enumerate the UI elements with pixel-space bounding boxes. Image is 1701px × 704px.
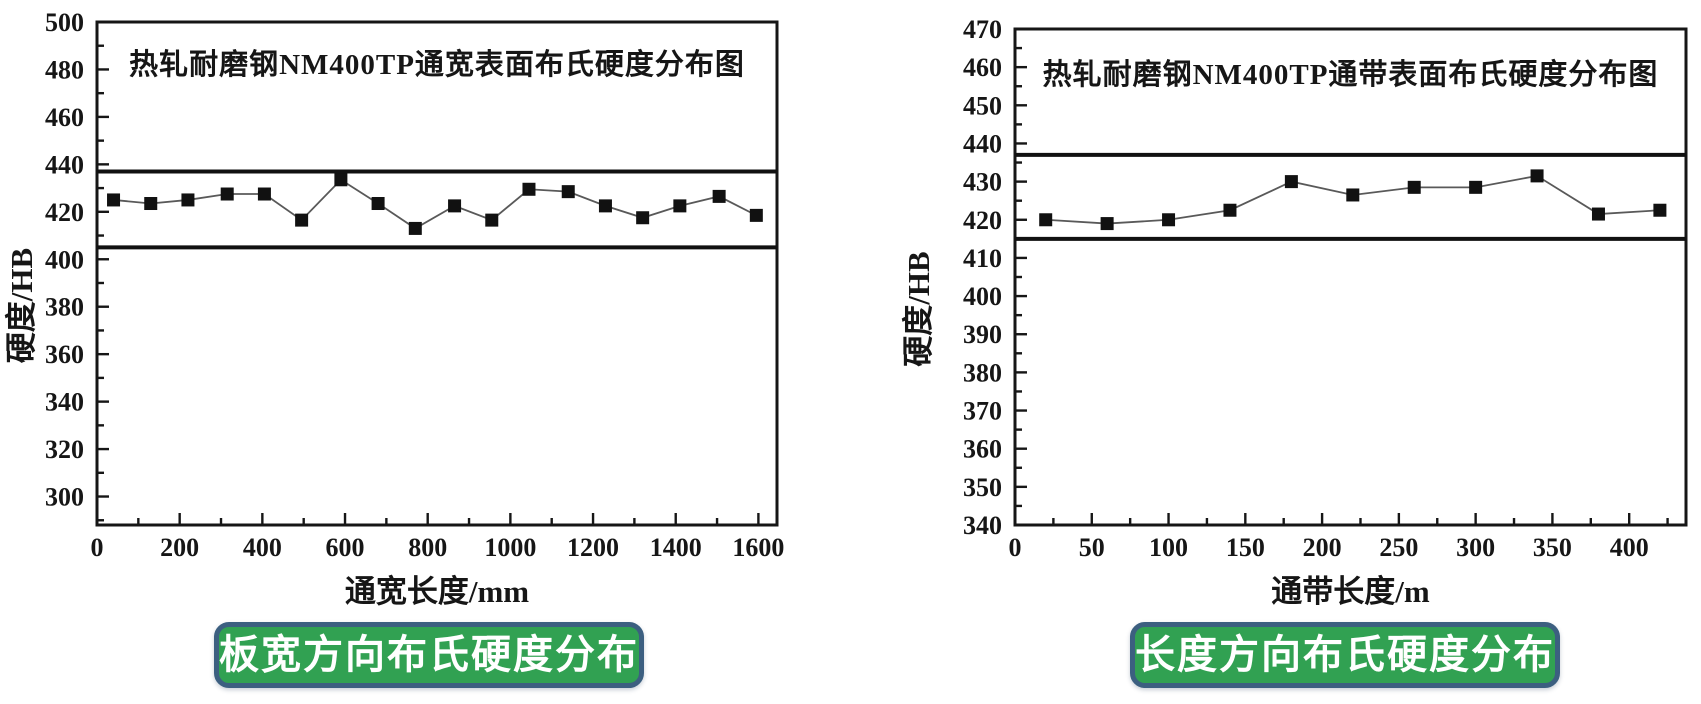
y-tick-label: 400 xyxy=(963,282,1002,311)
caption-badge-length-direction: 长度方向布氏硬度分布 xyxy=(1130,622,1560,688)
y-tick-label: 420 xyxy=(963,206,1002,235)
x-tick-label: 600 xyxy=(326,533,365,562)
data-point-marker xyxy=(448,199,462,213)
y-tick-label: 470 xyxy=(963,15,1002,44)
x-tick-label: 1400 xyxy=(650,533,702,562)
x-tick-label: 300 xyxy=(1456,533,1495,562)
y-axis-title: 硬度/HB xyxy=(4,248,39,363)
plot-border xyxy=(1013,27,1688,527)
data-point-marker xyxy=(371,197,385,211)
data-point-marker xyxy=(636,211,650,225)
data-point-marker xyxy=(1100,217,1114,231)
data-point-marker xyxy=(1223,203,1237,217)
y-tick-label: 340 xyxy=(45,388,84,417)
y-tick-label: 450 xyxy=(963,91,1002,120)
data-point-marker xyxy=(408,221,422,235)
y-tick-label: 340 xyxy=(963,511,1002,540)
data-point-marker xyxy=(1407,180,1421,194)
y-tick-label: 440 xyxy=(963,129,1002,158)
x-tick-label: 0 xyxy=(1009,533,1022,562)
y-tick-label: 460 xyxy=(963,53,1002,82)
y-tick-label: 380 xyxy=(45,293,84,322)
y-tick-label: 500 xyxy=(45,8,84,37)
y-tick-label: 380 xyxy=(963,358,1002,387)
data-point-marker xyxy=(485,213,499,227)
data-point-marker xyxy=(1039,213,1053,227)
y-tick-label: 430 xyxy=(963,168,1002,197)
data-point-marker xyxy=(1162,213,1176,227)
data-point-marker xyxy=(522,182,536,196)
data-point-marker xyxy=(1653,203,1667,217)
y-axis-title: 硬度/HB xyxy=(901,251,936,366)
data-point-marker xyxy=(1284,175,1298,189)
data-point-marker xyxy=(257,187,271,201)
y-tick-label: 370 xyxy=(963,397,1002,426)
x-tick-label: 800 xyxy=(408,533,447,562)
caption-badge-width-direction: 板宽方向布氏硬度分布 xyxy=(214,622,644,688)
data-point-marker xyxy=(673,199,687,213)
data-point-marker xyxy=(1469,180,1483,194)
x-tick-label: 200 xyxy=(160,533,199,562)
x-tick-label: 400 xyxy=(1610,533,1649,562)
y-tick-label: 300 xyxy=(45,483,84,512)
data-point-marker xyxy=(1591,207,1605,221)
data-point-marker xyxy=(144,197,158,211)
y-tick-label: 390 xyxy=(963,320,1002,349)
caption-badge-width-label: 板宽方向布氏硬度分布 xyxy=(219,633,639,677)
y-tick-label: 480 xyxy=(45,55,84,84)
y-tick-label: 400 xyxy=(45,245,84,274)
data-point-marker xyxy=(749,208,763,222)
x-tick-label: 1000 xyxy=(484,533,536,562)
x-tick-label: 1600 xyxy=(732,533,784,562)
chart-title: 热轧耐磨钢NM400TP通带表面布氏硬度分布图 xyxy=(1043,58,1659,91)
hardness-length-chart: 340 350 360 370 380 390 400 410 420 430 440 450 460 4… xyxy=(901,15,1688,609)
x-tick-label: 1200 xyxy=(567,533,619,562)
x-axis-title: 通宽长度/mm xyxy=(345,574,529,609)
y-tick-label: 460 xyxy=(45,103,84,132)
x-tick-label: 0 xyxy=(91,533,104,562)
data-point-marker xyxy=(1530,169,1544,183)
y-tick-label: 350 xyxy=(963,473,1002,502)
x-tick-label: 100 xyxy=(1149,533,1188,562)
data-point-marker xyxy=(107,193,121,207)
y-tick-label: 440 xyxy=(45,150,84,179)
data-point-marker xyxy=(295,213,309,227)
x-tick-label: 250 xyxy=(1379,533,1418,562)
x-tick-label: 50 xyxy=(1079,533,1105,562)
y-tick-label: 320 xyxy=(45,435,84,464)
data-point-marker xyxy=(712,189,726,203)
x-tick-label: 350 xyxy=(1533,533,1572,562)
y-tick-label: 410 xyxy=(963,244,1002,273)
y-tick-label: 420 xyxy=(45,198,84,227)
data-point-marker xyxy=(561,185,575,199)
hardness-series-line xyxy=(113,178,757,230)
data-point-marker xyxy=(1346,188,1360,202)
data-point-marker xyxy=(181,193,195,207)
x-tick-label: 400 xyxy=(243,533,282,562)
hardness-width-chart: 300 320 340 360 380 400 420 440 460 480 500 0 200 400… xyxy=(4,8,784,609)
chart-title: 热轧耐磨钢NM400TP通宽表面布氏硬度分布图 xyxy=(129,47,745,81)
x-axis-title: 通带长度/m xyxy=(1271,574,1430,609)
plot-border xyxy=(95,20,779,527)
x-tick-label: 150 xyxy=(1226,533,1265,562)
x-tick-label: 200 xyxy=(1303,533,1342,562)
data-point-marker xyxy=(220,187,234,201)
caption-badge-length-label: 长度方向布氏硬度分布 xyxy=(1135,633,1555,677)
y-tick-label: 360 xyxy=(963,435,1002,464)
data-point-marker xyxy=(598,199,612,213)
y-tick-label: 360 xyxy=(45,340,84,369)
data-point-marker xyxy=(334,173,348,187)
